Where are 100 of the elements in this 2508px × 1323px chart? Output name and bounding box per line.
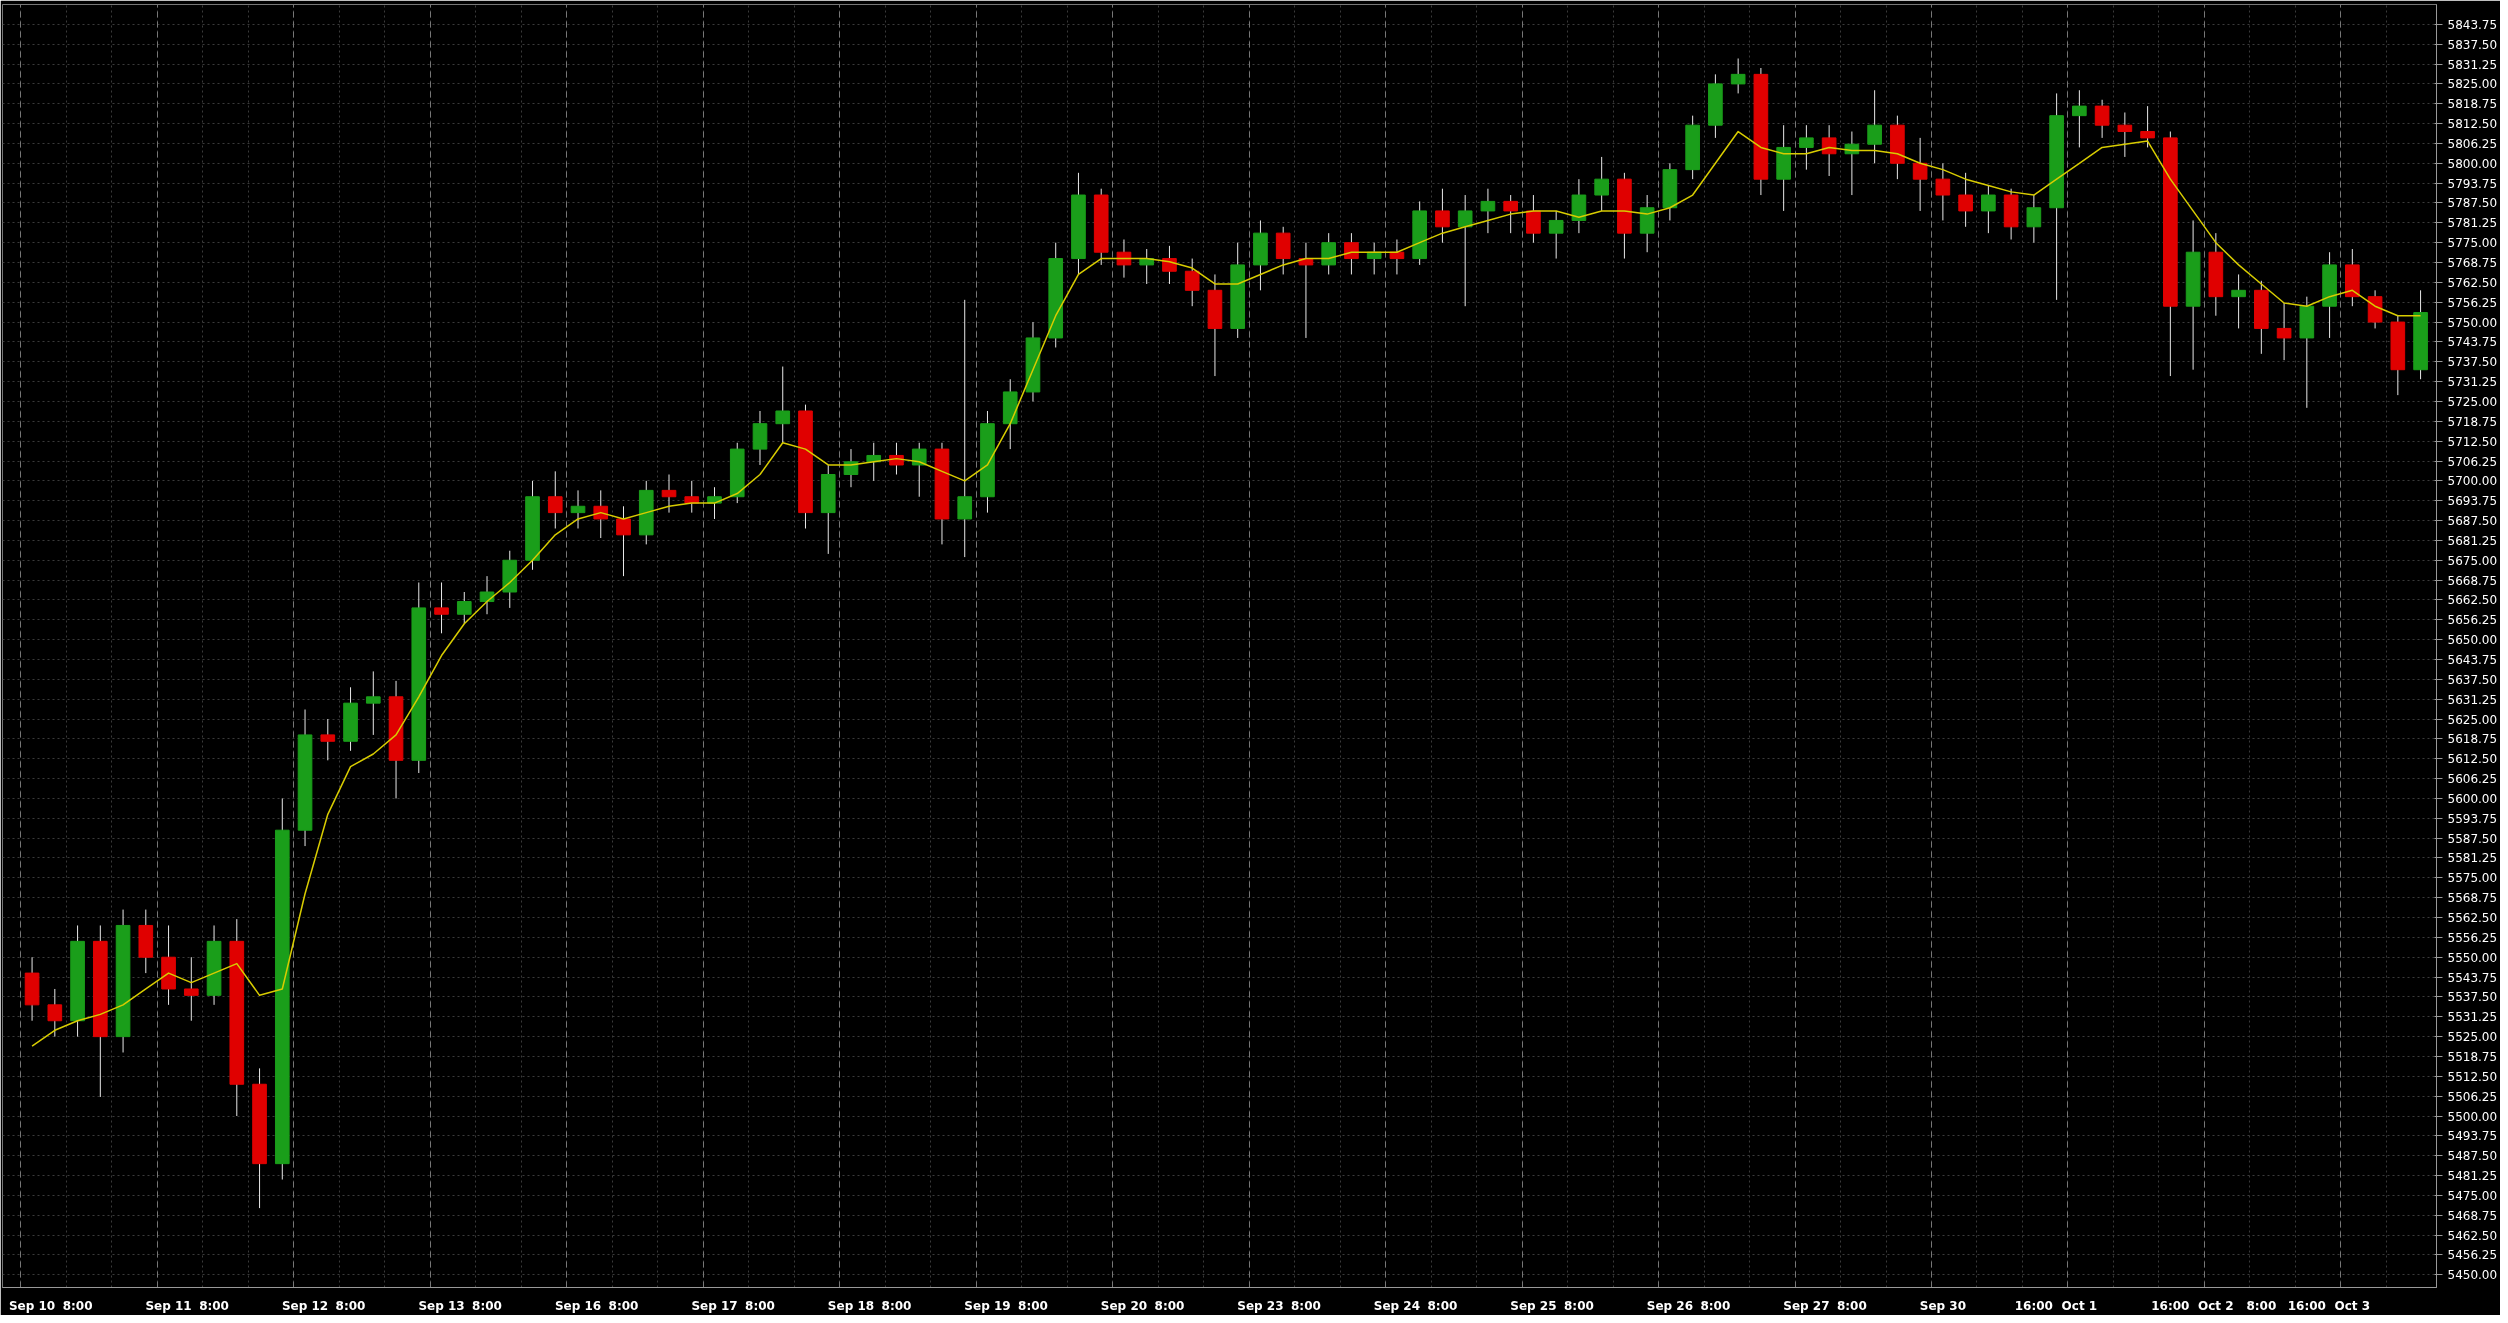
- candlestick: [1457, 194, 1473, 307]
- x-tick-label: 8:00: [881, 1298, 912, 1313]
- candlestick: [1935, 162, 1951, 221]
- candlestick: [1116, 239, 1132, 279]
- x-tick-label: Sep 16: [554, 1298, 602, 1313]
- x-tick-label: 8:00: [608, 1298, 639, 1313]
- y-tick-label: 5725.00: [2447, 394, 2498, 409]
- y-tick-label: 5506.25: [2447, 1089, 2498, 1104]
- candlestick: [2276, 302, 2292, 361]
- y-tick-label: 5487.50: [2447, 1149, 2498, 1164]
- x-tick-label: Sep 26: [1646, 1298, 1694, 1313]
- candlestick: [183, 956, 199, 1022]
- x-tick-label: 8:00: [1427, 1298, 1458, 1313]
- y-tick-label: 5575.00: [2447, 871, 2498, 886]
- y-tick-label: 5556.25: [2447, 930, 2498, 945]
- candlestick: [479, 575, 495, 615]
- candlestick: [456, 591, 472, 625]
- x-tick-label: Sep 11: [145, 1298, 192, 1313]
- y-tick-label: 5612.50: [2447, 752, 2498, 767]
- x-tick-label: 8:00: [1018, 1298, 1048, 1313]
- y-tick-label: 5743.75: [2447, 335, 2498, 350]
- x-tick-label: 8:00: [1291, 1298, 1321, 1313]
- y-tick-label: 5587.50: [2447, 831, 2498, 846]
- y-tick-label: 5462.50: [2447, 1228, 2498, 1243]
- candlestick: [47, 988, 63, 1038]
- y-tick-label: 5581.25: [2447, 851, 2498, 866]
- y-tick-label: 5668.75: [2447, 573, 2498, 588]
- x-tick-label: Sep 23: [1237, 1298, 1284, 1313]
- y-tick-label: 5643.75: [2447, 653, 2498, 667]
- candlestick: [570, 489, 586, 529]
- y-tick-label: 5518.75: [2447, 1049, 2498, 1064]
- candlestick: [2026, 194, 2042, 244]
- x-tick-label: Sep 24: [1373, 1298, 1421, 1313]
- y-tick-label: 5568.75: [2447, 891, 2498, 906]
- y-tick-label: 5750.00: [2447, 315, 2498, 330]
- x-tick-label: Sep 13: [418, 1298, 465, 1313]
- x-tick-label: 16:00: [2151, 1298, 2190, 1313]
- candlestick: [1344, 232, 1359, 275]
- y-tick-label: 5681.25: [2447, 533, 2498, 548]
- x-tick-label: Sep 12: [281, 1298, 329, 1313]
- x-tick-label: 16:00: [2014, 1298, 2053, 1313]
- y-tick-label: 5737.50: [2447, 355, 2498, 370]
- x-tick-label: Oct 1: [2061, 1298, 2098, 1313]
- y-tick-label: 5800.00: [2447, 156, 2498, 171]
- x-tick-label: 8:00: [1154, 1298, 1185, 1313]
- y-tick-label: 5775.00: [2447, 236, 2498, 251]
- y-tick-label: 5762.50: [2447, 275, 2498, 290]
- y-tick-label: 5512.50: [2447, 1069, 2498, 1084]
- candlestick: [2140, 105, 2155, 148]
- y-tick-label: 5500.00: [2447, 1109, 2498, 1124]
- candlestick: [2094, 99, 2110, 139]
- x-tick-label: 8:00: [1563, 1298, 1594, 1313]
- x-tick-label: Sep 30: [1919, 1298, 1966, 1313]
- candlestick: [320, 718, 336, 761]
- x-tick-label: Sep 25: [1510, 1298, 1557, 1313]
- candlestick: [1958, 172, 1973, 228]
- candlestick: [1298, 242, 1314, 339]
- candlestick: [593, 489, 609, 539]
- y-tick-label: 5475.00: [2447, 1188, 2498, 1203]
- x-tick-label: Sep 20: [1100, 1298, 1148, 1313]
- x-tick-label: 8:00: [745, 1298, 775, 1313]
- y-tick-label: 5525.00: [2447, 1030, 2498, 1045]
- y-tick-label: 5812.50: [2447, 117, 2498, 132]
- x-tick-label: 8:00: [2246, 1298, 2277, 1313]
- y-tick-label: 5793.75: [2447, 176, 2498, 191]
- candlestick: [911, 442, 927, 498]
- y-tick-label: 5450.00: [2447, 1268, 2498, 1283]
- x-tick-label: 8:00: [199, 1298, 229, 1313]
- candlestick: [684, 480, 700, 514]
- y-tick-label: 5768.75: [2447, 256, 2498, 271]
- candlestick: [775, 366, 791, 444]
- x-tick-label: Sep 17: [691, 1298, 738, 1313]
- x-tick-label: 8:00: [1700, 1298, 1731, 1313]
- y-tick-label: 5700.00: [2447, 474, 2498, 489]
- candlestick: [1321, 232, 1337, 275]
- x-tick-label: Sep 27: [1783, 1298, 1830, 1313]
- x-tick-label: 16:00: [2287, 1298, 2326, 1313]
- candlestick: [1139, 248, 1155, 285]
- candlestick: [1867, 89, 1882, 164]
- x-tick-label: Oct 3: [2334, 1298, 2371, 1313]
- y-tick-label: 5825.00: [2447, 77, 2498, 92]
- x-tick-label: 8:00: [335, 1298, 366, 1313]
- y-tick-label: 5637.50: [2447, 672, 2498, 687]
- candlestick: [616, 505, 631, 577]
- candlestick: [2231, 273, 2246, 329]
- y-tick-label: 5806.25: [2447, 136, 2498, 151]
- x-tick-label: Sep 19: [964, 1298, 1011, 1313]
- y-tick-label: 5543.75: [2447, 970, 2498, 985]
- candlestick: [1912, 137, 1928, 212]
- y-tick-label: 5650.00: [2447, 633, 2498, 648]
- y-tick-label: 5618.75: [2447, 732, 2498, 747]
- y-tick-label: 5493.75: [2447, 1129, 2498, 1144]
- y-tick-label: 5550.00: [2447, 950, 2498, 965]
- candlestick: [1594, 156, 1609, 212]
- candlestick: [1548, 210, 1564, 260]
- x-tick-label: 8:00: [62, 1298, 93, 1313]
- candlestick: [1799, 124, 1814, 171]
- candlestick: [547, 470, 563, 529]
- candlestick: [1821, 124, 1837, 177]
- y-tick-label: 5687.50: [2447, 514, 2498, 529]
